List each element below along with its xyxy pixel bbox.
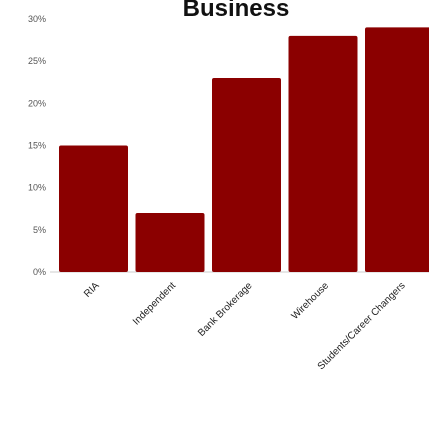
y-axis: 0% 5% 10% 15% 20% 25% 30%	[28, 14, 46, 277]
y-tick-label: 5%	[33, 225, 46, 235]
y-tick-label: 15%	[28, 141, 46, 151]
bar-ria	[59, 145, 128, 272]
bar-independent	[135, 212, 205, 272]
bar-wirehouse	[288, 35, 358, 272]
bar-students-career-changers	[365, 27, 429, 272]
x-tick-label: Wirehouse	[290, 280, 332, 322]
x-axis: RIA Independent Bank Brokerage WirehouseStu…	[82, 280, 408, 372]
bar-bank-brokerage	[212, 78, 281, 273]
chart-title: Business	[183, 0, 290, 22]
y-tick-label: 20%	[28, 98, 46, 108]
y-tick-label: 30%	[28, 14, 46, 24]
y-tick-label: 10%	[28, 183, 46, 193]
x-tick-label: RIA	[82, 280, 102, 300]
bars	[59, 27, 429, 273]
x-tick-label: Students/Career Changers	[316, 280, 408, 372]
x-tick-label: Independent	[131, 280, 178, 327]
x-tick-label: Bank Brokerage	[196, 280, 255, 339]
y-tick-label: 25%	[28, 56, 46, 66]
y-tick-label: 0%	[33, 267, 46, 277]
